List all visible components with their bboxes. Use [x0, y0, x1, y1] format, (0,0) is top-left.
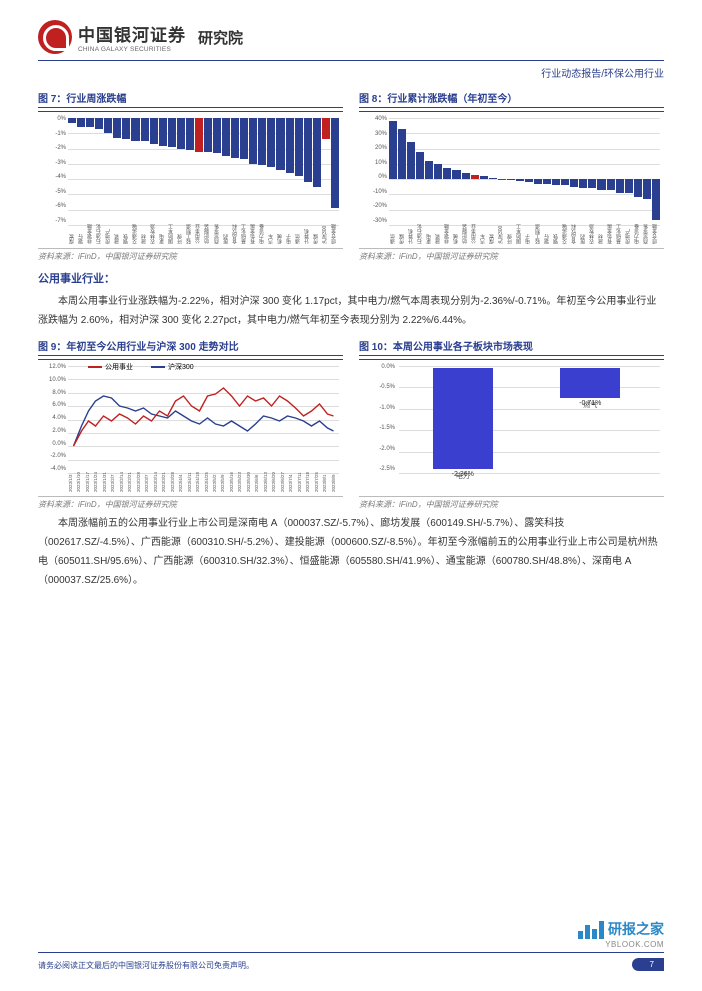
- fig7-chart: 0%-1%-2%-3%-4%-5%-6%-7%煤炭银行非银金融石油石化房地产建筑…: [38, 111, 343, 246]
- fig8-title: 图 8：行业累计涨跌幅（年初至今）: [359, 90, 664, 108]
- footer-divider: [38, 952, 664, 954]
- logo-icon: [38, 20, 72, 54]
- page-number: 7: [632, 958, 664, 971]
- fig8-chart: 40%30%20%10%0%-10%-20%-30%通信传媒计算机石油石化家电建…: [359, 111, 664, 246]
- fig9-chart: 12.0%10.0%8.0%6.0%4.0%2.0%0.0%-2.0%-4.0%…: [38, 359, 343, 494]
- fig9-source: 资料来源：iFinD，中国银河证券研究院: [38, 496, 343, 510]
- fig7-source: 资料来源：iFinD，中国银河证券研究院: [38, 248, 343, 262]
- figure-10: 图 10：本周公用事业各子板块市场表现 0.0%-0.5%-1.0%-1.5%-…: [359, 338, 664, 510]
- company-name-en: CHINA GALAXY SECURITIES: [78, 46, 186, 53]
- fig10-source: 资料来源：iFinD，中国银河证券研究院: [359, 496, 664, 510]
- fig8-source: 资料来源：iFinD，中国银河证券研究院: [359, 248, 664, 262]
- watermark-bars-icon: [578, 921, 604, 939]
- disclaimer-text: 请务必阅读正文最后的中国银河证券股份有限公司免责声明。: [38, 960, 254, 971]
- watermark-url: YBLOOK.COM: [578, 940, 664, 949]
- watermark-text: 研报之家: [608, 919, 664, 939]
- figure-row-1: 图 7：行业周涨跌幅 0%-1%-2%-3%-4%-5%-6%-7%煤炭银行非银…: [38, 90, 664, 262]
- fig10-chart: 0.0%-0.5%-1.0%-1.5%-2.0%-2.5%电力-2.36%燃气-…: [359, 359, 664, 494]
- logo: 中国银河证券 CHINA GALAXY SECURITIES 研究院: [38, 20, 243, 54]
- report-category: 行业动态报告/环保公用行业: [38, 65, 664, 80]
- para2-body: 本周涨幅前五的公用事业行业上市公司是深南电 A（000037.SZ/-5.7%）…: [38, 514, 664, 590]
- company-name-cn: 中国银河证券: [78, 21, 186, 46]
- watermark: 研报之家 YBLOOK.COM: [578, 919, 664, 949]
- fig7-title: 图 7：行业周涨跌幅: [38, 90, 343, 108]
- fig9-title: 图 9：年初至今公用行业与沪深 300 走势对比: [38, 338, 343, 356]
- section1-body: 本周公用事业行业涨跌幅为-2.22%，相对沪深 300 变化 1.17pct，其…: [38, 292, 664, 330]
- page-header: 中国银河证券 CHINA GALAXY SECURITIES 研究院: [38, 20, 664, 61]
- figure-8: 图 8：行业累计涨跌幅（年初至今） 40%30%20%10%0%-10%-20%…: [359, 90, 664, 262]
- page-footer: 请务必阅读正文最后的中国银河证券股份有限公司免责声明。 7: [38, 958, 664, 971]
- figure-row-2: 图 9：年初至今公用行业与沪深 300 走势对比 12.0%10.0%8.0%6…: [38, 338, 664, 510]
- fig10-title: 图 10：本周公用事业各子板块市场表现: [359, 338, 664, 356]
- figure-7: 图 7：行业周涨跌幅 0%-1%-2%-3%-4%-5%-6%-7%煤炭银行非银…: [38, 90, 343, 262]
- figure-9: 图 9：年初至今公用行业与沪深 300 走势对比 12.0%10.0%8.0%6…: [38, 338, 343, 510]
- institute-label: 研究院: [198, 27, 243, 48]
- section-title-utility: 公用事业行业：: [38, 270, 664, 286]
